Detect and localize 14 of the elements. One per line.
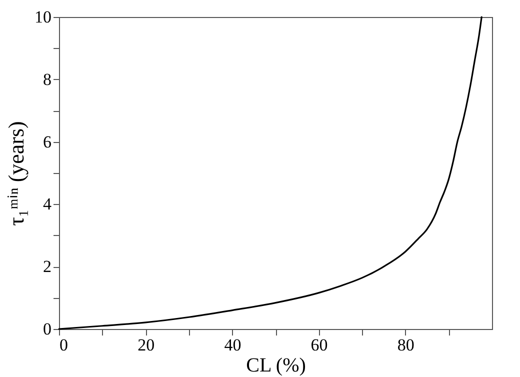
y-tick-label: 8 xyxy=(43,70,52,89)
y-tick-label: 10 xyxy=(34,8,52,26)
x-tick-label: 0 xyxy=(60,336,68,354)
x-tick-label: 80 xyxy=(397,336,414,354)
x-tick-label: 60 xyxy=(310,336,328,354)
line-series xyxy=(58,16,482,330)
y-tick-label: 4 xyxy=(43,194,52,214)
x-tick-label: 20 xyxy=(138,336,155,354)
x-axis-title: CL (%) xyxy=(246,354,306,376)
y-tick-label: 2 xyxy=(43,257,52,276)
x-tick-label: 40 xyxy=(224,336,242,354)
y-tick-label: 0 xyxy=(43,320,52,338)
y-tick-label: 6 xyxy=(43,132,52,152)
y-axis-title: τ₁ᵐⁱⁿ (years) xyxy=(4,121,28,226)
